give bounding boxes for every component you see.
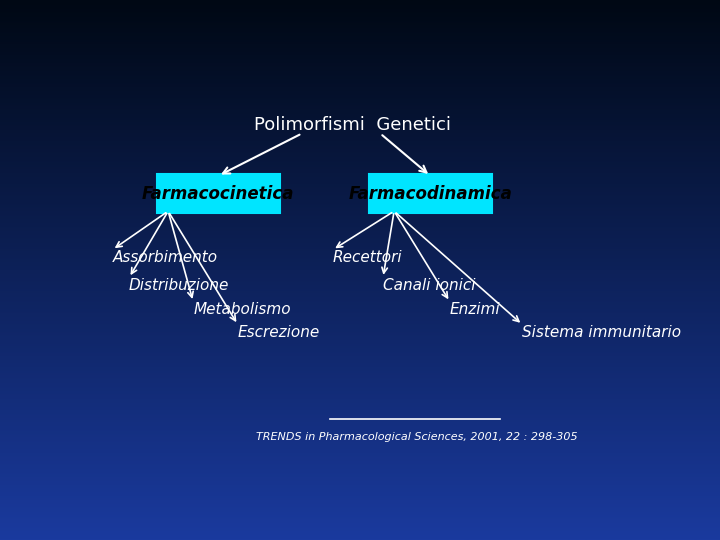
FancyBboxPatch shape bbox=[369, 174, 492, 213]
Text: Metabolismo: Metabolismo bbox=[193, 302, 291, 317]
Text: Enzimi: Enzimi bbox=[450, 302, 500, 317]
Text: Polimorfismi  Genetici: Polimorfismi Genetici bbox=[253, 116, 451, 134]
Text: Canali ionici: Canali ionici bbox=[383, 278, 475, 293]
FancyBboxPatch shape bbox=[157, 174, 279, 213]
Text: Sistema immunitario: Sistema immunitario bbox=[523, 325, 682, 340]
Text: Recettori: Recettori bbox=[333, 250, 402, 265]
Text: TRENDS in Pharmacological Sciences, 2001, 22 : 298-305: TRENDS in Pharmacological Sciences, 2001… bbox=[256, 431, 577, 442]
Text: Distribuzione: Distribuzione bbox=[129, 278, 230, 293]
Text: Farmacocinetica: Farmacocinetica bbox=[142, 185, 294, 202]
Text: Assorbimento: Assorbimento bbox=[112, 250, 217, 265]
Text: Escrezione: Escrezione bbox=[238, 325, 320, 340]
Text: Farmacodinamica: Farmacodinamica bbox=[348, 185, 513, 202]
